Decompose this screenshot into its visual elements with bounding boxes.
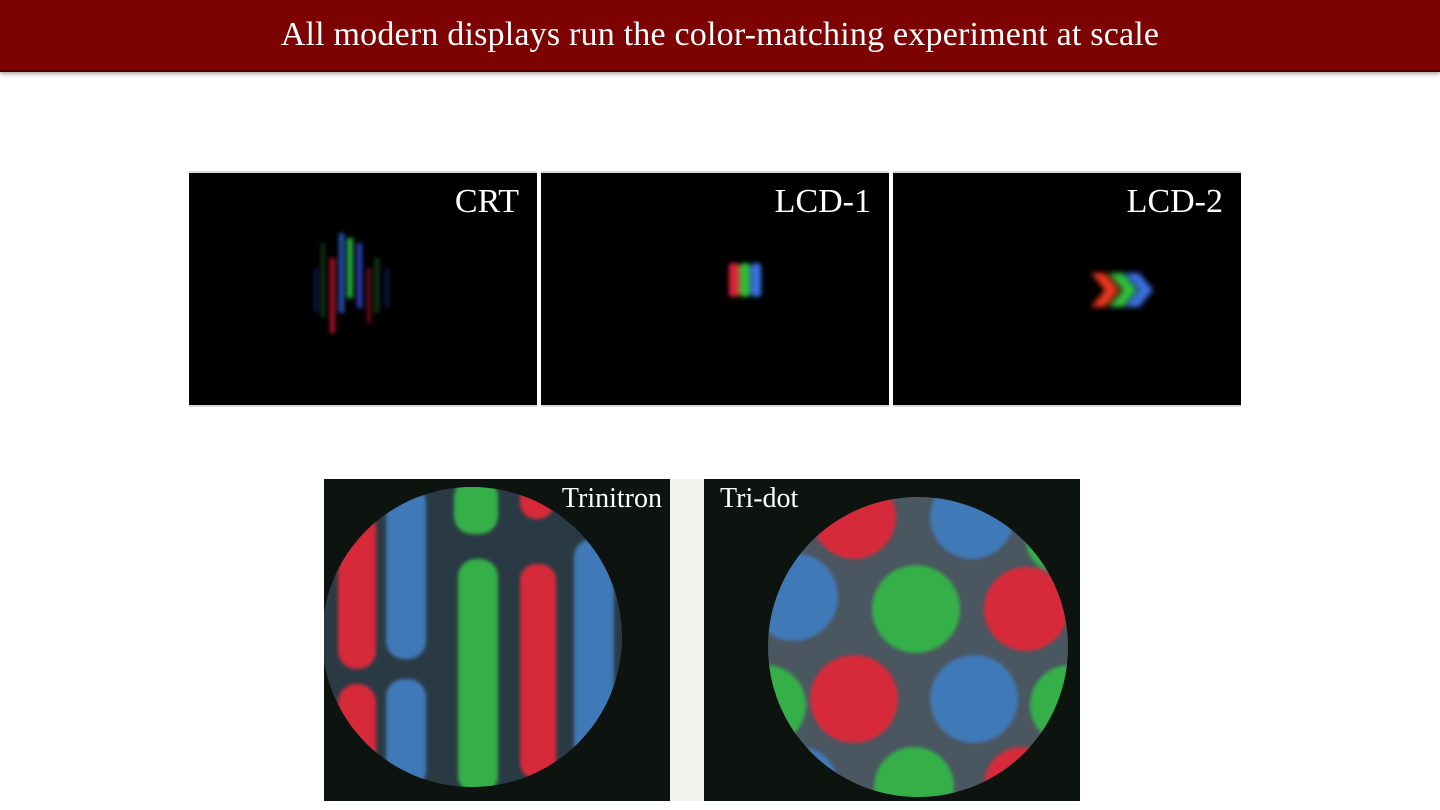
photo-label-tridot: Tri-dot bbox=[720, 483, 799, 514]
crt-panel: CRT bbox=[189, 171, 537, 407]
photo-label-trinitron: Trinitron bbox=[561, 483, 662, 514]
title-bar: All modern displays run the color-matchi… bbox=[0, 0, 1440, 72]
lcd2-panel: LCD-2 bbox=[893, 171, 1241, 407]
photo-divider bbox=[670, 479, 704, 801]
panel-label-lcd1: LCD-1 bbox=[774, 183, 871, 220]
trinitron-photo: Trinitron bbox=[324, 479, 670, 801]
lcd1-panel: LCD-1 bbox=[541, 171, 889, 407]
panel-label-lcd2: LCD-2 bbox=[1126, 183, 1223, 220]
crt-subpixel-image bbox=[314, 233, 389, 333]
panel-label-crt: CRT bbox=[454, 183, 519, 220]
slide-title: All modern displays run the color-matchi… bbox=[280, 16, 1160, 53]
tridot-photo: Tri-dot bbox=[704, 479, 1080, 801]
trinitron-aperture-grille-image bbox=[324, 479, 670, 801]
lcd2-subpixel-image bbox=[1091, 273, 1153, 307]
lcd1-subpixel-image bbox=[729, 263, 761, 297]
tridot-shadow-mask-image bbox=[704, 479, 1080, 801]
